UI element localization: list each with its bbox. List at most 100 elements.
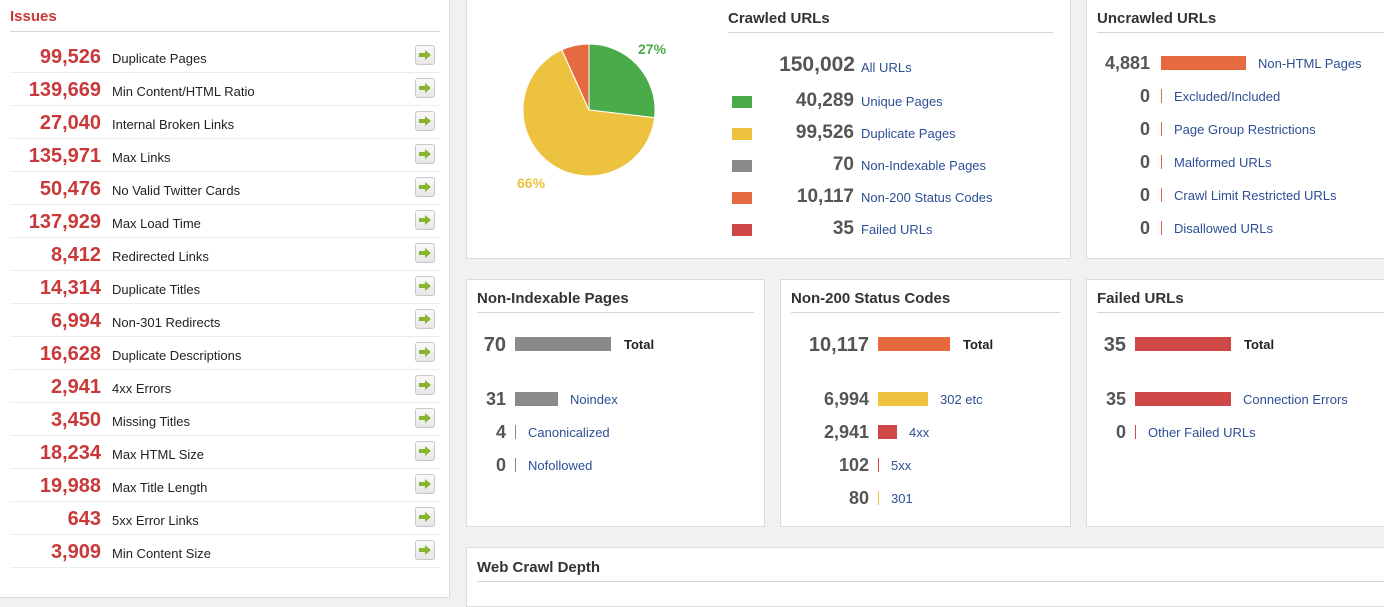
issue-label: Max Load Time: [112, 216, 201, 231]
issue-count: 643: [67, 508, 101, 530]
crawled-link[interactable]: Failed URLs: [861, 222, 933, 237]
failed-count: 35: [1105, 389, 1126, 409]
issue-go-button[interactable]: [415, 276, 435, 296]
issue-go-button[interactable]: [415, 342, 435, 362]
arrow-right-icon: [419, 446, 431, 456]
issue-count: 99,526: [39, 46, 101, 68]
issue-row: 139,669 Min Content/HTML Ratio: [0, 73, 450, 106]
issue-label: Max Title Length: [112, 480, 208, 495]
issue-row: 3,909 Min Content Size: [0, 535, 450, 568]
non-200-link[interactable]: 301: [891, 491, 913, 506]
uncrawled-link[interactable]: Crawl Limit Restricted URLs: [1174, 188, 1337, 203]
crawled-total-link[interactable]: All URLs: [861, 60, 912, 75]
arrow-right-icon: [419, 83, 431, 93]
uncrawled-title: Uncrawled URLs: [1097, 10, 1217, 27]
non-200-link[interactable]: 302 etc: [940, 392, 983, 407]
arrow-right-icon: [419, 512, 431, 522]
uncrawled-link[interactable]: Malformed URLs: [1174, 155, 1272, 170]
issue-separator: [10, 72, 440, 73]
issue-label: 4xx Errors: [112, 381, 172, 396]
issue-go-button[interactable]: [415, 309, 435, 329]
issue-label: 5xx Error Links: [112, 513, 199, 528]
issue-label: Redirected Links: [112, 249, 209, 264]
crawled-count: 99,526: [795, 122, 854, 143]
issue-go-button[interactable]: [415, 408, 435, 428]
non-200-bar: [878, 458, 879, 472]
failed-total-label: Total: [1244, 337, 1275, 352]
pie-slice: [561, 43, 590, 111]
arrow-right-icon: [419, 50, 431, 60]
issue-label: Internal Broken Links: [112, 117, 235, 132]
issue-separator: [10, 336, 440, 337]
non-indexable-total-label: Total: [624, 337, 655, 352]
crawled-link[interactable]: Non-Indexable Pages: [861, 158, 987, 173]
issue-go-button[interactable]: [415, 375, 435, 395]
failed-count: 0: [1115, 422, 1126, 442]
non-indexable-link[interactable]: Noindex: [570, 392, 618, 407]
non-200-bar: [878, 491, 879, 505]
issue-go-button[interactable]: [415, 78, 435, 98]
issue-row: 99,526 Duplicate Pages: [0, 40, 450, 73]
crawled-total-value: 150,002: [779, 53, 855, 76]
issue-separator: [10, 567, 440, 568]
issue-count: 3,909: [50, 541, 101, 563]
crawled-link[interactable]: Duplicate Pages: [861, 126, 956, 141]
non-indexable-bar: [515, 392, 558, 406]
failed-link[interactable]: Connection Errors: [1243, 392, 1348, 407]
issue-go-button[interactable]: [415, 177, 435, 197]
uncrawled-link[interactable]: Page Group Restrictions: [1174, 122, 1316, 137]
issue-separator: [10, 105, 440, 106]
issue-go-button[interactable]: [415, 144, 435, 164]
issue-go-button[interactable]: [415, 507, 435, 527]
issue-separator: [10, 204, 440, 205]
crawled-link[interactable]: Unique Pages: [861, 94, 943, 109]
legend-swatch: [732, 128, 752, 140]
issue-label: Duplicate Descriptions: [112, 348, 242, 363]
uncrawled-bar: [1161, 155, 1162, 169]
non-indexable-link[interactable]: Canonicalized: [528, 425, 610, 440]
issue-count: 139,669: [28, 79, 101, 101]
crawled-count: 70: [832, 154, 854, 175]
issue-row: 18,234 Max HTML Size: [0, 436, 450, 469]
issue-count: 135,971: [28, 145, 101, 167]
uncrawled-count: 0: [1139, 86, 1150, 106]
non-200-link[interactable]: 4xx: [909, 425, 930, 440]
issue-go-button[interactable]: [415, 243, 435, 263]
uncrawled-bar: [1161, 89, 1162, 103]
crawled-title-rule: [728, 32, 1053, 33]
issue-go-button[interactable]: [415, 540, 435, 560]
issue-go-button[interactable]: [415, 45, 435, 65]
failed-link[interactable]: Other Failed URLs: [1148, 425, 1256, 440]
issue-go-button[interactable]: [415, 111, 435, 131]
issue-separator: [10, 468, 440, 469]
failed-title-rule: [1097, 312, 1384, 313]
issue-separator: [10, 501, 440, 502]
arrow-right-icon: [419, 248, 431, 258]
issue-count: 8,412: [50, 244, 101, 266]
issue-separator: [10, 534, 440, 535]
issue-go-button[interactable]: [415, 210, 435, 230]
uncrawled-link[interactable]: Excluded/Included: [1174, 89, 1281, 104]
non-200-count: 2,941: [823, 422, 869, 442]
non-200-link[interactable]: 5xx: [891, 458, 912, 473]
pie-slice: [522, 49, 656, 177]
uncrawled-link[interactable]: Non-HTML Pages: [1258, 56, 1362, 71]
uncrawled-count: 0: [1139, 218, 1150, 238]
failed-bar: [1135, 392, 1231, 406]
issue-row: 135,971 Max Links: [0, 139, 450, 172]
pie-slice: [588, 43, 656, 119]
issue-count: 14,314: [39, 277, 101, 299]
issue-go-button[interactable]: [415, 474, 435, 494]
issue-row: 27,040 Internal Broken Links: [0, 106, 450, 139]
non-indexable-link[interactable]: Nofollowed: [528, 458, 593, 473]
issue-label: No Valid Twitter Cards: [112, 183, 241, 198]
issue-row: 14,314 Duplicate Titles: [0, 271, 450, 304]
issue-separator: [10, 171, 440, 172]
crawled-link[interactable]: Non-200 Status Codes: [861, 190, 993, 205]
issue-separator: [10, 303, 440, 304]
issue-label: Min Content/HTML Ratio: [112, 84, 255, 99]
arrow-right-icon: [419, 215, 431, 225]
uncrawled-link[interactable]: Disallowed URLs: [1174, 221, 1273, 236]
issue-row: 50,476 No Valid Twitter Cards: [0, 172, 450, 205]
issue-go-button[interactable]: [415, 441, 435, 461]
